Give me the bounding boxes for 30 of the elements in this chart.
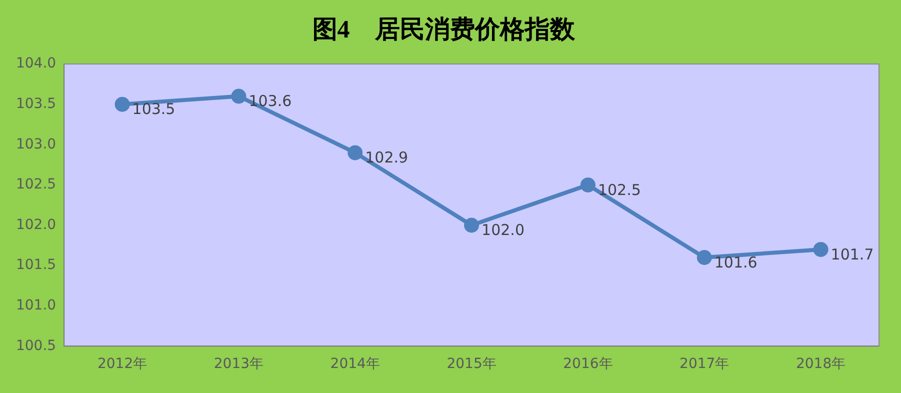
data-label: 103.5 <box>132 100 176 118</box>
x-tick-label: 2017年 <box>680 356 730 372</box>
data-label: 103.6 <box>248 92 292 110</box>
data-label: 102.0 <box>482 221 524 240</box>
x-tick-label: 2015年 <box>446 356 496 372</box>
y-tick-label: 101.5 <box>16 257 56 274</box>
y-tick-label: 102.5 <box>16 176 56 193</box>
point <box>348 145 363 160</box>
y-tick-label: 101.0 <box>16 298 56 314</box>
data-label: 102.5 <box>598 180 641 199</box>
point <box>696 250 712 266</box>
x-tick-label: 2012年 <box>97 356 148 372</box>
x-tick-label: 2013年 <box>214 356 264 372</box>
point <box>813 242 828 257</box>
point <box>580 177 596 192</box>
data-label: 101.7 <box>830 245 874 264</box>
chart-title: 图4 居民消费价格指数 <box>312 15 576 44</box>
point <box>114 96 130 112</box>
y-tick-label: 102.0 <box>16 216 56 233</box>
data-label: 102.9 <box>365 148 408 167</box>
point <box>464 218 480 233</box>
y-tick-label: 100.5 <box>16 338 56 354</box>
data-label: 101.6 <box>714 253 758 272</box>
x-tick-label: 2016年 <box>563 356 613 372</box>
x-tick-label: 2018年 <box>796 356 846 372</box>
y-tick-label: 103.0 <box>16 136 56 152</box>
y-tick-label: 103.5 <box>16 96 56 112</box>
y-tick-label: 104.0 <box>16 56 56 72</box>
point <box>231 88 246 104</box>
x-tick-label: 2014年 <box>330 356 380 372</box>
